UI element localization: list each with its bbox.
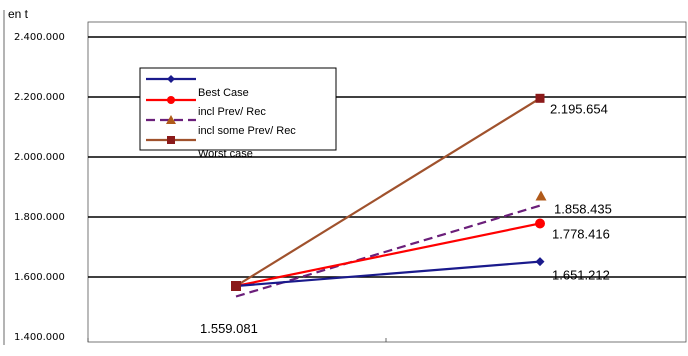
unit-label: en t — [8, 7, 29, 21]
worst-case-point — [167, 136, 175, 144]
data-label: 1.559.081 — [200, 321, 258, 336]
legend-entry-incl-some-prev-rec: incl some Prev/ Rec — [146, 115, 296, 137]
worst-case-point — [231, 281, 241, 291]
worst-case-line — [235, 97, 541, 287]
series-worst-case — [235, 93, 545, 287]
legend-label: Worst case — [198, 148, 253, 160]
best-case-line — [235, 260, 541, 288]
incl-prev-rec-point — [535, 218, 545, 229]
incl-some-prev-rec-line — [235, 204, 541, 298]
legend-label: incl some Prev/ Rec — [198, 125, 296, 137]
y-tick-label: 1.600.000 — [14, 272, 65, 283]
y-tick-labels: 1.400.000 1.600.000 1.800.000 2.000.000 2.20… — [14, 32, 65, 343]
legend-entry-worst-case: Worst case — [146, 136, 253, 160]
legend-label: Best Case — [198, 87, 249, 99]
data-label: 1.858.435 — [554, 201, 612, 216]
data-label: 2.195.654 — [550, 101, 608, 116]
series-best-case — [235, 257, 545, 288]
incl-some-prev-rec-point — [166, 115, 176, 124]
data-label-bg — [194, 320, 274, 338]
y-tick-label: 1.400.000 — [14, 332, 65, 343]
best-case-point — [535, 257, 545, 267]
series-incl-some-prev-rec — [235, 190, 547, 298]
worst-case-point — [535, 93, 545, 103]
best-case-point — [167, 75, 175, 83]
y-tick-label: 1.800.000 — [14, 212, 65, 223]
legend-entry-incl-prev-rec: incl Prev/ Rec — [146, 96, 266, 118]
incl-prev-rec-line — [235, 222, 541, 288]
legend-label: incl Prev/ Rec — [198, 106, 266, 118]
y-tick-label: 2.400.000 — [14, 32, 65, 43]
data-labels: 1.559.081 2.195.654 1.858.435 1.778.416 1.65… — [194, 101, 612, 338]
y-tick-label: 2.200.000 — [14, 92, 65, 103]
incl-some-prev-rec-point — [535, 190, 547, 201]
legend-entry-best-case: Best Case — [146, 75, 249, 99]
legend: Best Case incl Prev/ Rec incl some Prev/ R… — [139, 67, 337, 160]
incl-prev-rec-point — [167, 96, 175, 104]
data-label: 1.651.212 — [552, 268, 610, 283]
y-tick-label: 2.000.000 — [14, 152, 65, 163]
series-incl-prev-rec — [235, 218, 545, 288]
data-label: 1.778.416 — [552, 226, 610, 241]
series-group — [231, 93, 547, 298]
